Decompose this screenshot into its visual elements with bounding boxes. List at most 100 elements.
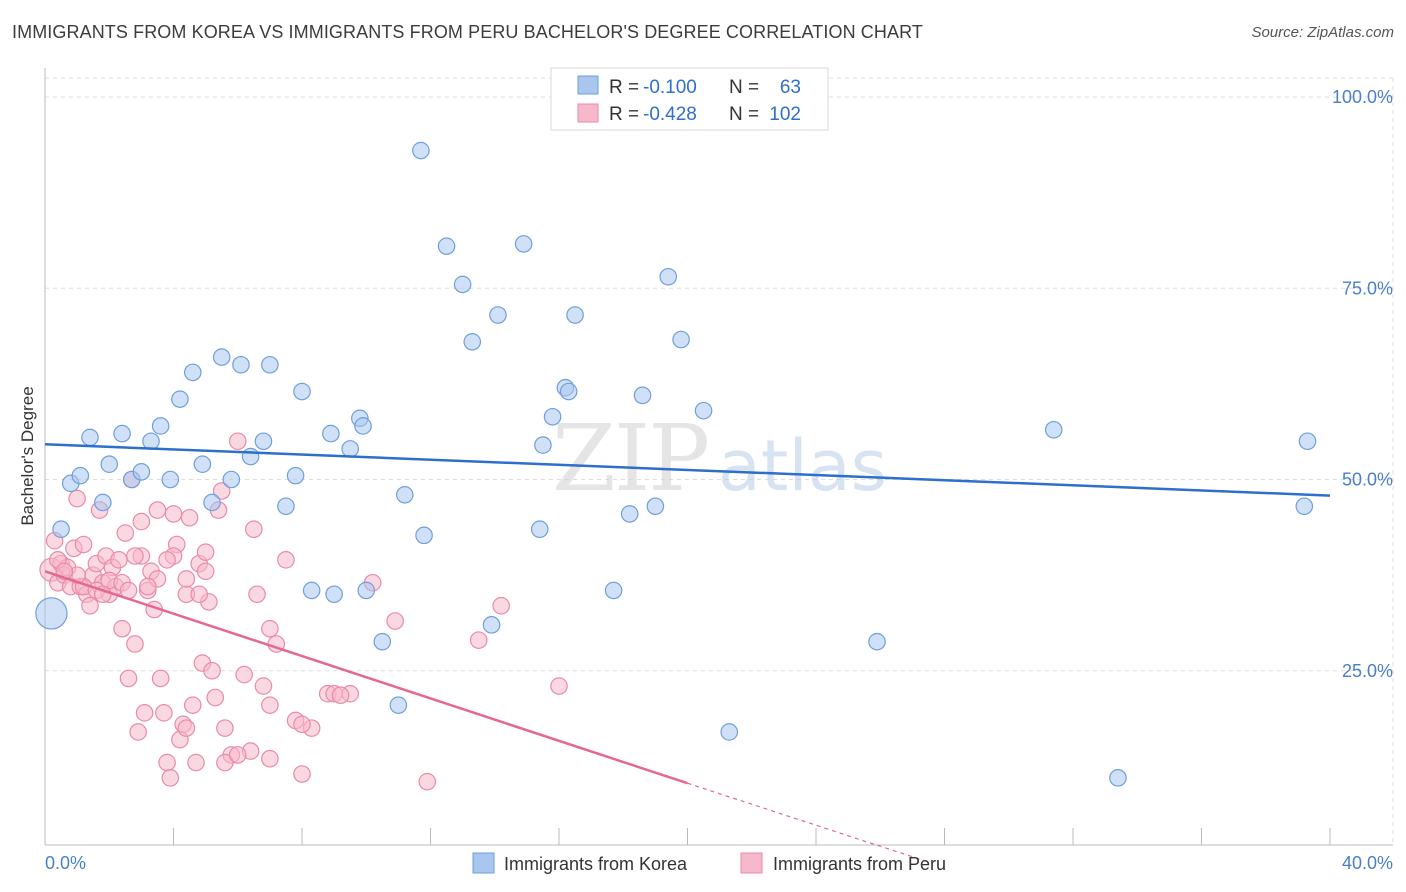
chart-source: Source: ZipAtlas.com xyxy=(1251,24,1394,41)
stats-legend-peru-r-label: R = xyxy=(609,104,639,125)
korea-point xyxy=(161,470,180,489)
korea-point xyxy=(389,696,408,714)
peru-point xyxy=(469,631,488,649)
peru-point xyxy=(216,753,234,772)
peru-point xyxy=(418,772,437,791)
peru-point xyxy=(158,551,176,569)
peru-point xyxy=(245,520,263,539)
korea-point xyxy=(222,470,241,489)
korea-point xyxy=(341,440,359,458)
peru-point xyxy=(254,677,273,695)
stats-legend-korea-n-label: N = xyxy=(729,77,759,98)
korea-point xyxy=(559,382,578,401)
x-tick-labels: 0.0% 40.0% xyxy=(45,853,1393,873)
peru-point xyxy=(81,596,99,615)
trend-lines xyxy=(44,443,1331,863)
korea-point xyxy=(604,581,623,600)
korea-point xyxy=(620,505,639,523)
y-tick-labels: 100.0% 75.0% 50.0% 25.0% xyxy=(1332,87,1393,681)
stats-legend-peru-n: 102 xyxy=(769,104,801,125)
peru-point xyxy=(228,746,247,764)
bottom-legend-korea-swatch xyxy=(472,852,495,874)
korea-point xyxy=(212,348,231,366)
stats-legend-korea-r: -0.100 xyxy=(643,77,697,98)
peru-point xyxy=(164,505,183,523)
korea-point xyxy=(694,401,713,420)
stats-legend-peru-n-label: N = xyxy=(729,104,759,125)
peru-point xyxy=(550,677,568,695)
korea-point xyxy=(113,424,131,443)
peru-point xyxy=(158,753,176,772)
peru-point xyxy=(248,585,266,604)
korea-point xyxy=(453,275,472,294)
peru-point xyxy=(196,562,215,581)
peru-trend-line xyxy=(44,570,688,785)
korea-point xyxy=(514,235,533,253)
y-tick-label-0: 100.0% xyxy=(1332,87,1393,107)
korea-point xyxy=(659,267,678,286)
korea-point xyxy=(261,355,279,374)
korea-point xyxy=(720,723,739,741)
korea-point xyxy=(357,581,376,600)
korea-point xyxy=(354,417,372,435)
series-korea-points xyxy=(35,141,1317,787)
korea-point xyxy=(415,526,433,545)
peru-point xyxy=(110,551,128,569)
y-axis-label: Bachelor's Degree xyxy=(18,386,37,525)
korea-point xyxy=(52,520,70,539)
bottom-legend-korea-label: Immigrants from Korea xyxy=(504,854,688,874)
korea-point xyxy=(142,432,160,451)
peru-point xyxy=(261,619,279,638)
series-peru-points xyxy=(39,432,568,791)
korea-point xyxy=(151,417,170,435)
korea-point xyxy=(646,497,665,516)
korea-point xyxy=(232,355,250,374)
korea-point xyxy=(395,485,414,504)
axes xyxy=(44,68,1393,846)
y-tick-label-1: 75.0% xyxy=(1342,278,1393,298)
y-tick-label-2: 50.0% xyxy=(1342,470,1393,490)
peru-point xyxy=(212,482,231,500)
korea-point xyxy=(868,632,886,651)
korea-point xyxy=(412,141,430,160)
peru-point xyxy=(177,570,196,588)
peru-point xyxy=(206,688,225,707)
peru-point xyxy=(293,765,311,783)
bottom-legend: Immigrants from Korea Immigrants from Pe… xyxy=(472,852,946,874)
peru-point xyxy=(180,508,199,527)
peru-point xyxy=(119,669,138,688)
korea-point xyxy=(373,632,392,651)
korea-point xyxy=(277,497,295,516)
korea-point xyxy=(543,407,562,426)
korea-point xyxy=(71,466,90,485)
peru-point xyxy=(187,753,205,772)
korea-point xyxy=(81,428,99,447)
korea-point xyxy=(672,330,690,349)
peru-point xyxy=(235,665,253,684)
watermark: ZIP atlas xyxy=(552,405,887,512)
peru-point xyxy=(492,596,510,615)
korea-point xyxy=(1109,769,1127,787)
peru-point xyxy=(261,749,279,768)
peru-point xyxy=(135,704,154,722)
peru-point xyxy=(155,704,173,722)
peru-point xyxy=(126,547,144,565)
peru-point xyxy=(116,524,135,542)
korea-point xyxy=(293,382,311,401)
x-tick-label-0: 0.0% xyxy=(45,853,86,873)
korea-point xyxy=(1298,432,1317,451)
peru-point xyxy=(151,669,170,688)
korea-point xyxy=(566,306,584,324)
korea-point xyxy=(183,363,202,382)
x-tick-label-1: 40.0% xyxy=(1342,853,1393,873)
peru-point xyxy=(196,543,215,561)
korea-point xyxy=(530,520,549,539)
korea-point xyxy=(286,466,305,485)
peru-point xyxy=(331,686,350,705)
korea-point xyxy=(1295,497,1314,516)
peru-point xyxy=(74,535,93,554)
peru-point xyxy=(148,501,167,519)
peru-point xyxy=(293,715,311,734)
stats-legend-peru-swatch xyxy=(577,103,599,123)
peru-trend-line-extension xyxy=(687,782,929,863)
